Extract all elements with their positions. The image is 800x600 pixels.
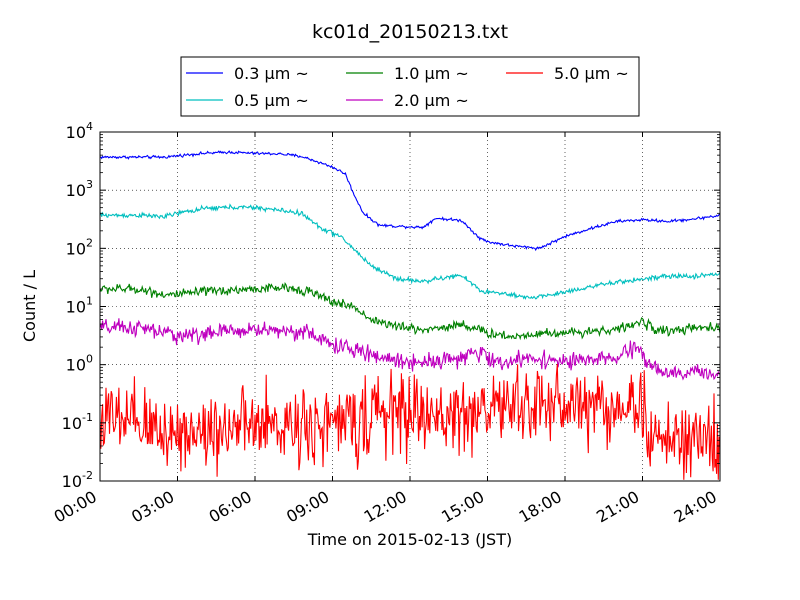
series-line <box>100 150 720 252</box>
series-line <box>100 281 720 341</box>
series-line <box>100 203 720 301</box>
legend-box <box>180 56 640 117</box>
legend: 0.3 μm ~ 0.5 μm ~ 1.0 μm ~ 2.0 μm ~ 5.0 μm ~ <box>180 56 640 117</box>
series-line <box>100 318 720 381</box>
legend-label: 5.0 μm ~ <box>554 64 629 83</box>
series-line <box>100 363 720 480</box>
series-lines <box>100 150 720 480</box>
y-tick-label: 102 <box>66 236 93 258</box>
legend-label: 0.5 μm ~ <box>234 91 309 110</box>
chart-title: kc01d_20150213.txt <box>312 21 508 43</box>
x-axis-label: Time on 2015-02-13 (JST) <box>307 530 512 549</box>
y-tick-labels: 10-2 10-1 100 101 102 103 104 <box>62 120 93 491</box>
y-tick-label: 104 <box>66 120 93 142</box>
legend-label: 2.0 μm ~ <box>394 91 469 110</box>
y-axis-label: Count / L <box>20 270 39 342</box>
y-tick-label: 10-2 <box>62 469 93 491</box>
y-tick-label: 100 <box>66 353 93 375</box>
grid-lines <box>100 132 720 481</box>
legend-label: 1.0 μm ~ <box>394 64 469 83</box>
y-tick-label: 103 <box>66 178 93 200</box>
y-tick-label: 101 <box>66 295 93 317</box>
y-tick-label: 10-1 <box>62 411 93 433</box>
legend-label: 0.3 μm ~ <box>234 64 309 83</box>
